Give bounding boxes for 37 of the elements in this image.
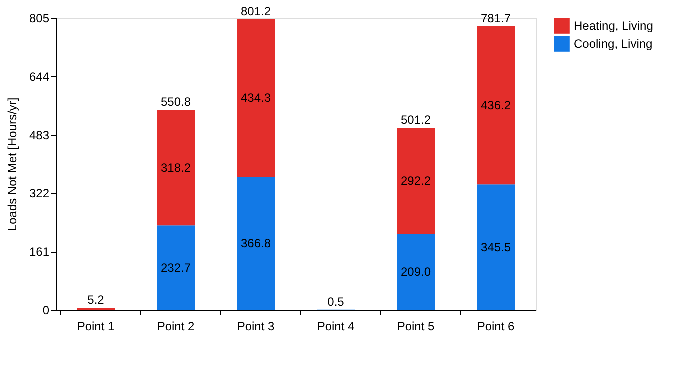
y-tick-label: 483: [29, 128, 50, 142]
y-tick-label: 644: [29, 70, 50, 84]
legend-label: Cooling, Living: [574, 37, 653, 51]
x-tick-label: Point 4: [317, 320, 356, 334]
data-label: 232.7: [160, 260, 192, 275]
y-tick-label: 805: [29, 12, 50, 26]
bar: [397, 128, 435, 234]
bar: [237, 176, 275, 310]
bar: [157, 110, 195, 226]
data-label: 436.2: [480, 98, 512, 113]
bar: [157, 226, 195, 310]
y-tick-label: 322: [29, 186, 50, 201]
x-tick-label: Point 3: [237, 320, 276, 334]
legend-label: Heating, Living: [574, 19, 654, 33]
total-label: 801.2: [240, 4, 272, 18]
total-label: 5.2: [88, 293, 105, 308]
y-axis-title: Loads Not Met [Hours/yr]: [5, 98, 20, 232]
data-label: 318.2: [160, 160, 192, 175]
bar: [477, 26, 515, 185]
data-label: 434.3: [240, 91, 272, 106]
total-label: 501.2: [400, 113, 432, 128]
x-tick-label: Point 2: [157, 320, 196, 334]
y-tick-label: 161: [29, 245, 50, 260]
data-label: 366.8: [240, 236, 272, 250]
bar: [397, 234, 435, 310]
data-label: 209.0: [400, 265, 432, 280]
total-label: 781.7: [480, 11, 512, 26]
data-label: 292.2: [400, 174, 432, 188]
x-tick-label: Point 5: [397, 320, 436, 334]
bar: [237, 19, 275, 177]
data-label: 345.5: [480, 240, 512, 254]
total-label: 550.8: [160, 95, 192, 110]
bar: [477, 184, 515, 310]
x-tick-label: Point 6: [477, 320, 516, 334]
y-tick-label: 0: [42, 304, 50, 318]
total-label: 0.5: [328, 294, 345, 309]
x-tick-label: Point 1: [77, 320, 116, 334]
